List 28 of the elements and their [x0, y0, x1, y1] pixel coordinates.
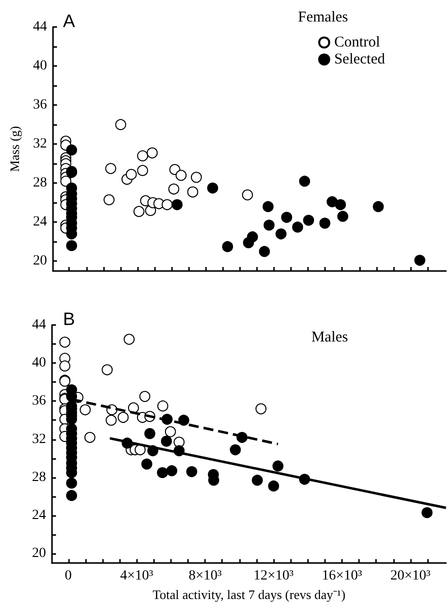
- y-tick-label: 44: [32, 318, 46, 332]
- legend-title: Females: [298, 10, 348, 26]
- y-tick-label: 36: [33, 98, 47, 113]
- x-tick-label: 8×10³: [188, 568, 222, 584]
- legend-label: Selected: [334, 52, 386, 68]
- x-axis-title: Total activity, last 7 days (revs day⁻¹): [152, 587, 346, 602]
- legend-label: Control: [334, 34, 380, 50]
- annotation: Males: [311, 330, 348, 346]
- y-tick-label: 36: [32, 394, 46, 409]
- y-tick-label: 24: [32, 508, 46, 523]
- x-tick-label: 20×10³: [390, 568, 430, 584]
- y-tick-label: 28: [33, 176, 47, 191]
- y-tick-label: 40: [32, 356, 46, 371]
- y-tick-label: 44: [33, 20, 47, 34]
- y-axis-title: Mass (g): [7, 126, 22, 172]
- y-tick-label: 20: [33, 254, 47, 269]
- x-tick-label: 4×10³: [120, 568, 154, 584]
- chart-title: A: [63, 11, 76, 31]
- y-tick-label: 40: [33, 58, 47, 74]
- x-tick-label: 16×10³: [322, 568, 362, 584]
- y-tick-label: 24: [33, 214, 47, 230]
- y-tick-label: 20: [32, 546, 46, 562]
- x-tick-label: 0: [64, 568, 72, 584]
- y-tick-label: 32: [33, 136, 47, 152]
- y-tick-label: 28: [32, 470, 46, 485]
- y-tick-label: 32: [32, 432, 46, 447]
- x-tick-label: 12×10³: [254, 568, 294, 584]
- chart-title: B: [63, 309, 76, 329]
